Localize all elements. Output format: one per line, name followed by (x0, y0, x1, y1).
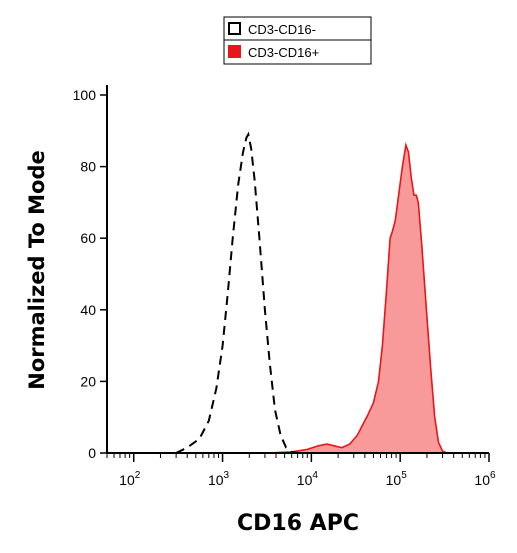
ticks-layer: 0 20 40 60 80 100 102 103 104 105 106 (73, 87, 496, 488)
x-tick-label: 103 (208, 470, 230, 488)
series-area-cd3-cd16-plus (264, 145, 448, 453)
x-tick-label: 105 (386, 470, 408, 488)
y-tick-label: 20 (80, 373, 96, 389)
y-tick-label: 40 (80, 302, 96, 318)
y-tick-label: 80 (80, 159, 96, 175)
legend-swatch-cd3-cd16-plus (228, 45, 241, 58)
y-tick-label: 0 (88, 445, 96, 461)
legend-swatch-cd3-cd16-minus (228, 22, 241, 35)
series-line-cd3-cd16-minus (175, 131, 298, 454)
series-layer (175, 131, 448, 454)
legend-label-cd3-cd16-plus: CD3-CD16+ (248, 45, 319, 60)
x-tick-label: 104 (297, 470, 319, 488)
x-axis-title: CD16 APC (237, 511, 359, 536)
y-tick-label: 100 (73, 87, 97, 103)
series-line-cd3-cd16-plus (264, 141, 448, 454)
y-tick-label: 60 (80, 230, 96, 246)
y-axis-title: Normalized To Mode (25, 150, 49, 390)
legend: CD3-CD16- CD3-CD16+ (223, 16, 372, 65)
x-tick-label: 102 (119, 470, 141, 488)
legend-label-cd3-cd16-minus: CD3-CD16- (248, 22, 316, 37)
x-tick-label: 106 (474, 470, 496, 488)
